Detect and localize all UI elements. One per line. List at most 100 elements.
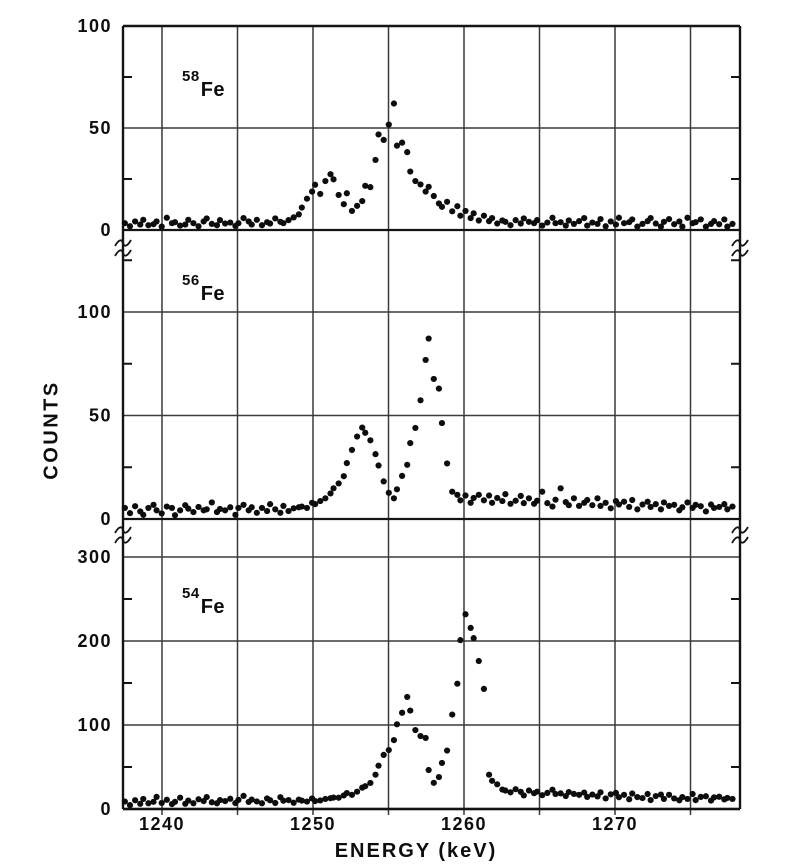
data-point bbox=[660, 218, 668, 225]
data-point bbox=[417, 732, 424, 740]
data-point bbox=[312, 797, 319, 805]
data-point bbox=[232, 511, 239, 518]
data-point bbox=[227, 219, 234, 226]
data-point bbox=[303, 504, 311, 512]
data-point bbox=[343, 460, 350, 467]
data-point bbox=[272, 215, 279, 222]
data-point bbox=[629, 790, 636, 797]
data-point bbox=[652, 220, 659, 227]
data-point bbox=[597, 216, 604, 223]
data-point bbox=[724, 506, 731, 513]
data-point bbox=[417, 181, 424, 188]
data-point bbox=[150, 501, 157, 508]
data-point bbox=[584, 496, 591, 504]
x-axis-title: ENERGY (keV) bbox=[334, 840, 498, 862]
data-point bbox=[716, 793, 723, 800]
data-point bbox=[285, 797, 292, 804]
data-point bbox=[449, 711, 456, 718]
data-point bbox=[629, 496, 636, 504]
data-point bbox=[303, 195, 311, 202]
data-point bbox=[597, 789, 604, 796]
axis-break-icon bbox=[731, 239, 749, 247]
data-point bbox=[562, 222, 569, 229]
data-point bbox=[525, 787, 533, 794]
data-point bbox=[340, 473, 347, 480]
data-point bbox=[430, 375, 437, 383]
data-point bbox=[213, 222, 221, 229]
data-point bbox=[216, 217, 224, 224]
data-point bbox=[137, 800, 144, 807]
data-point bbox=[716, 221, 723, 228]
data-point bbox=[657, 223, 665, 230]
data-point bbox=[422, 356, 429, 364]
isotope-mass-number: 54 bbox=[182, 585, 200, 602]
data-point bbox=[171, 512, 179, 519]
data-point bbox=[539, 488, 546, 495]
data-point bbox=[692, 797, 699, 804]
x-tick-label: 1240 bbox=[139, 814, 185, 834]
y-tick-label: 50 bbox=[89, 406, 112, 426]
data-point bbox=[312, 181, 319, 188]
data-point bbox=[607, 218, 614, 225]
y-tick-label: 0 bbox=[100, 509, 112, 529]
data-point bbox=[375, 131, 382, 138]
data-point bbox=[626, 503, 633, 511]
data-point bbox=[335, 480, 342, 487]
data-point bbox=[177, 222, 184, 229]
data-point bbox=[359, 197, 366, 205]
data-point bbox=[343, 190, 350, 197]
data-point bbox=[684, 499, 691, 506]
data-point bbox=[634, 223, 641, 230]
data-point bbox=[647, 503, 654, 511]
data-point bbox=[552, 790, 559, 798]
data-point bbox=[362, 429, 369, 436]
data-point bbox=[557, 485, 564, 492]
data-point bbox=[422, 734, 429, 742]
data-point bbox=[398, 709, 406, 716]
data-point bbox=[612, 221, 620, 228]
data-point bbox=[544, 789, 551, 797]
data-point bbox=[280, 220, 287, 227]
data-point bbox=[290, 799, 297, 806]
data-point bbox=[549, 214, 556, 221]
data-point bbox=[248, 504, 255, 511]
data-point bbox=[660, 499, 668, 506]
data-point bbox=[171, 219, 179, 226]
data-point bbox=[594, 220, 601, 227]
data-point bbox=[412, 726, 419, 734]
data-point bbox=[327, 171, 334, 178]
data-point bbox=[263, 507, 271, 515]
axis-break-icon bbox=[114, 536, 132, 544]
data-point bbox=[425, 766, 432, 774]
data-point bbox=[517, 492, 524, 499]
data-point bbox=[330, 794, 337, 801]
data-point bbox=[258, 504, 266, 512]
axis-break-icon bbox=[114, 249, 132, 257]
data-point bbox=[132, 503, 139, 510]
data-point bbox=[425, 183, 432, 190]
data-point bbox=[494, 781, 501, 788]
data-point bbox=[544, 500, 551, 507]
data-point bbox=[602, 795, 609, 802]
data-point bbox=[443, 460, 451, 467]
data-point bbox=[322, 495, 329, 502]
data-point bbox=[499, 497, 506, 505]
data-point bbox=[438, 759, 446, 767]
data-point bbox=[525, 495, 533, 502]
data-point bbox=[665, 502, 673, 509]
data-point bbox=[615, 501, 623, 508]
data-point bbox=[227, 795, 234, 802]
data-point bbox=[602, 223, 609, 230]
data-point bbox=[443, 747, 451, 754]
data-point bbox=[126, 223, 134, 230]
data-point bbox=[652, 501, 659, 508]
data-point bbox=[488, 777, 496, 784]
data-point bbox=[145, 800, 152, 807]
data-point bbox=[322, 795, 329, 803]
data-point bbox=[398, 139, 406, 146]
data-point bbox=[552, 496, 559, 503]
data-point bbox=[417, 397, 424, 404]
data-point bbox=[657, 506, 665, 513]
data-point bbox=[362, 182, 369, 189]
data-point bbox=[393, 721, 401, 728]
